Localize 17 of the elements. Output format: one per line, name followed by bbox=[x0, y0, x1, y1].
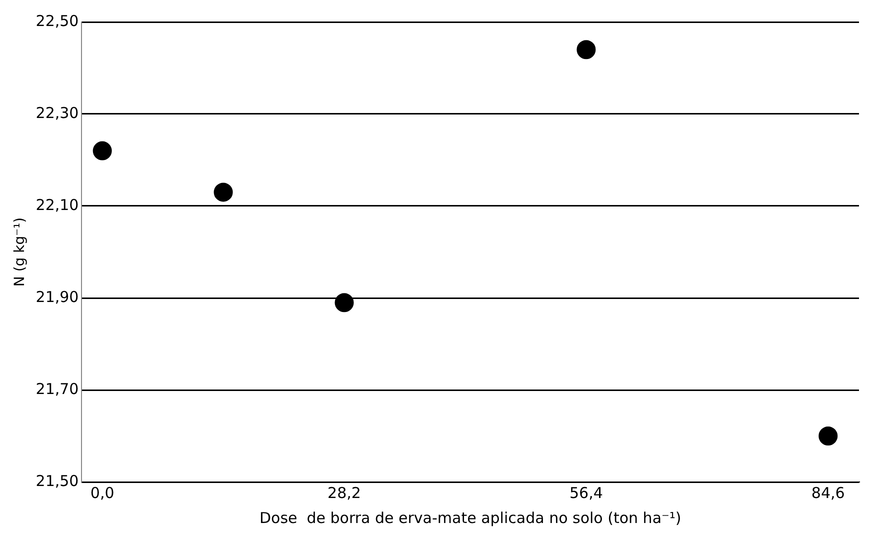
point bbox=[92, 141, 112, 160]
point bbox=[334, 293, 354, 312]
y-tick-label: 22,10 bbox=[36, 196, 79, 214]
point bbox=[576, 40, 596, 60]
x-tick-label: 0,0 bbox=[90, 484, 114, 502]
point bbox=[214, 182, 233, 202]
y-tick-label: 21,50 bbox=[36, 472, 79, 490]
x-axis-title: Dose de borra de erva-mate aplicada no solo (ton ha⁻¹) bbox=[259, 508, 682, 527]
y-tick-label: 22,50 bbox=[36, 12, 79, 30]
x-tick-label: 28,2 bbox=[328, 484, 361, 502]
point bbox=[818, 426, 838, 446]
x-tick-label: 56,4 bbox=[569, 484, 603, 502]
y-tick-label: 21,70 bbox=[36, 380, 79, 398]
x-tick-label: 84,6 bbox=[811, 484, 845, 502]
y-tick-label: 21,90 bbox=[36, 288, 79, 306]
y-tick-label: 22,30 bbox=[36, 104, 79, 122]
y-axis-title: N (g kg⁻¹) bbox=[12, 217, 28, 287]
